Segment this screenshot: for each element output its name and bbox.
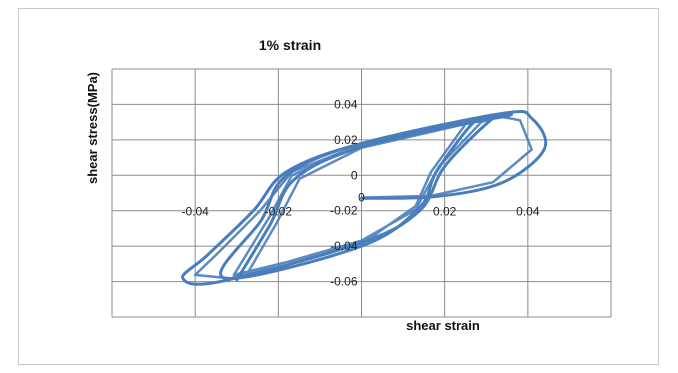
x-axis-label: shear strain	[406, 318, 480, 333]
y-tick-label-4: -0.04	[330, 239, 358, 253]
x-tick-label-3: 0.02	[433, 204, 457, 218]
x-tick-label-1: -0.02	[265, 204, 293, 218]
series-layer	[181, 110, 548, 286]
y-tick-label-1: 0.02	[334, 133, 358, 147]
y-tick-label-5: -0.06	[330, 275, 358, 289]
series-line-echo-0	[193, 113, 533, 280]
y-tick-label-2: 0	[351, 168, 358, 182]
x-tick-label-4: 0.04	[516, 204, 540, 218]
chart-title: 1% strain	[259, 37, 321, 53]
y-axis-label: shear stress(MPa)	[85, 72, 100, 184]
x-tick-label-2: 0	[358, 190, 365, 204]
y-tick-label-3: -0.02	[330, 204, 358, 218]
chart-frame	[18, 8, 659, 365]
x-tick-label-0: -0.04	[181, 204, 209, 218]
y-tick-label-0: 0.04	[334, 97, 358, 111]
